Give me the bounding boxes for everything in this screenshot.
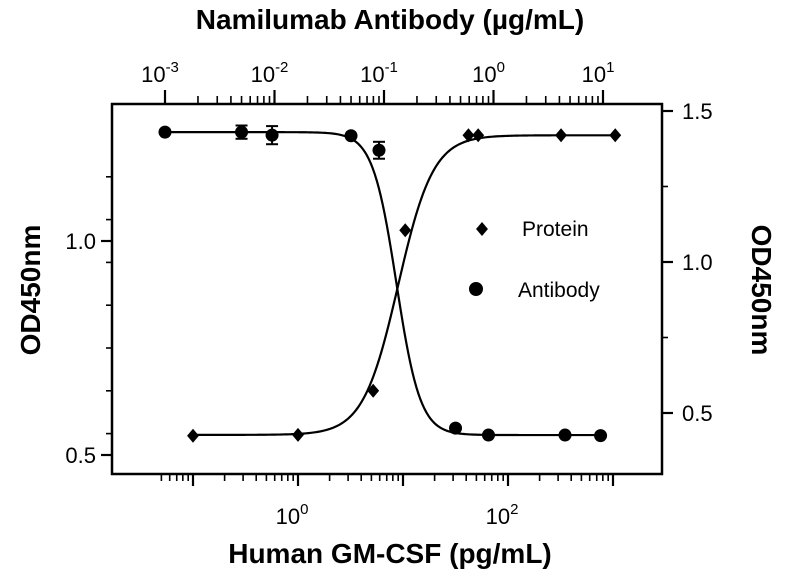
protein-data-point	[472, 128, 485, 143]
antibody-data-point	[449, 421, 463, 435]
right-tick-label: 1.0	[682, 250, 713, 275]
left-axis: 0.5 1.0	[65, 176, 112, 468]
left-axis-title: OD450nm	[15, 225, 46, 356]
top-tick-label: 10-3	[141, 59, 179, 87]
protein-data-point	[292, 427, 304, 442]
protein-data-point	[367, 383, 380, 398]
antibody-data-point	[594, 429, 608, 443]
top-axis-minor-ticks	[163, 90, 605, 104]
right-axis-title: OD450nm	[746, 225, 777, 356]
antibody-data-point	[558, 428, 572, 442]
data-points	[158, 124, 622, 443]
bottom-tick-label: 100	[276, 501, 309, 529]
left-tick-label: 1.0	[65, 229, 96, 254]
top-axis-title: Namilumab Antibody (µg/mL)	[196, 4, 584, 35]
protein-data-point	[609, 128, 622, 143]
legend: Protein Antibody	[469, 218, 600, 302]
legend-antibody-label: Antibody	[518, 279, 600, 302]
legend-protein-label: Protein	[522, 218, 589, 241]
protein-data-point	[399, 223, 412, 238]
right-tick-label: 1.5	[682, 99, 713, 124]
antibody-data-point	[344, 129, 358, 143]
antibody-data-point	[265, 128, 279, 142]
bottom-axis-title: Human GM-CSF (pg/mL)	[228, 538, 552, 569]
antibody-data-point	[481, 428, 495, 442]
right-axis: 0.5 1.0 1.5	[662, 99, 713, 426]
antibody-data-point	[235, 125, 249, 139]
protein-fit-curve	[193, 134, 616, 436]
legend-protein-marker	[476, 222, 488, 236]
top-tick-label: 10-2	[251, 59, 289, 87]
top-axis: 10-3 10-2 10-1 100 101	[141, 59, 614, 87]
antibody-data-point	[372, 143, 386, 157]
antibody-data-point	[158, 125, 172, 139]
right-tick-label: 0.5	[682, 401, 713, 426]
top-tick-label: 10-1	[360, 59, 398, 87]
bottom-axis: 100 102	[160, 474, 615, 529]
protein-data-point	[187, 428, 199, 443]
protein-data-point	[462, 128, 475, 143]
left-tick-label: 0.5	[65, 443, 96, 468]
legend-antibody-marker	[469, 282, 483, 296]
top-tick-label: 101	[582, 59, 615, 87]
bottom-tick-label: 102	[486, 501, 519, 529]
protein-data-point	[555, 128, 567, 143]
top-tick-label: 100	[472, 59, 505, 87]
